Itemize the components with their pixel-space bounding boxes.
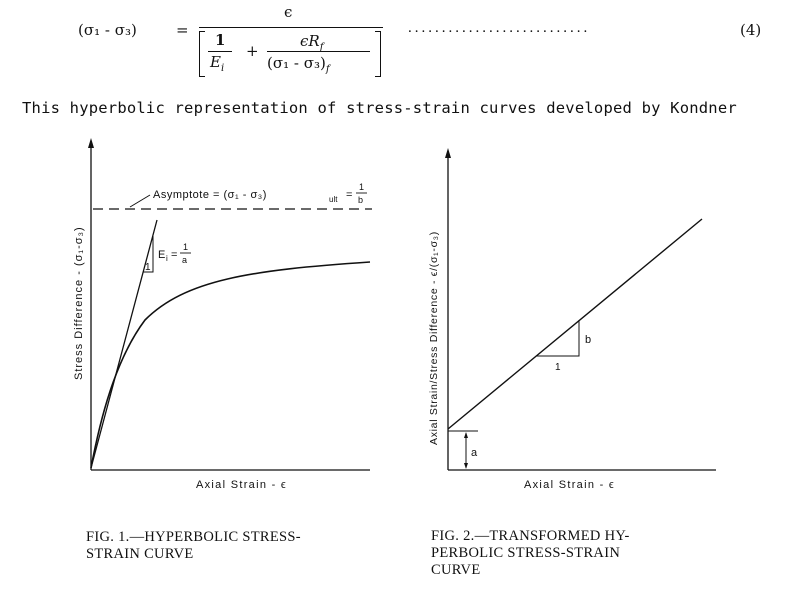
equation-left-bracket	[199, 31, 205, 77]
fig2-slope-triangle	[536, 320, 580, 357]
fig1-x-label: Axial Strain - ϵ	[196, 479, 287, 491]
equation-term1-bar	[208, 51, 232, 52]
equation-lhs: (σ₁ - σ₃)	[78, 21, 137, 39]
fig1-tangent-line	[90, 219, 158, 469]
fig1-asymptote-leader	[129, 194, 151, 208]
fig1-slope-sub: i	[166, 254, 168, 263]
fig1-slope-triangle	[143, 236, 154, 273]
fig1-hyperbolic-curve	[90, 261, 371, 469]
fig2-intercept-arrow-top	[464, 432, 468, 438]
fig2-transformed-line	[447, 218, 703, 430]
fig1-slope-frac-den: a	[182, 255, 187, 265]
fig2-run-label: 1	[555, 362, 561, 373]
fig2-intercept-label: a	[471, 447, 478, 459]
fig1-slope-run-label: 1	[145, 262, 151, 273]
fig1-asymptote-label: Asymptote = (σ₁ - σ₃)	[153, 189, 267, 201]
fig1-y-label: Stress Difference - (σ₁-σ₃)	[73, 226, 85, 380]
fig1-slope-eq: =	[171, 249, 177, 261]
equation-number: (4)	[740, 21, 762, 39]
equation-numerator: ϵ	[284, 3, 293, 21]
fig1-caption: FIG. 1.—HYPERBOLIC STRESS- STRAIN CURVE	[86, 529, 301, 562]
fig1-asymptote-eq: =	[346, 189, 352, 201]
fig2-y-label: Axial Strain/Stress Difference - ϵ/(σ₁-σ…	[428, 231, 440, 445]
fig1-asymptote-frac-num: 1	[359, 182, 364, 192]
equation-fraction-bar	[199, 27, 383, 28]
fig2-caption: FIG. 2.—TRANSFORMED HY- PERBOLIC STRESS-…	[431, 528, 630, 578]
equation-right-bracket	[375, 31, 381, 77]
fig2-intercept-arrow-bottom	[464, 463, 468, 469]
equation-term2-denominator: (σ₁ - σ₃)f	[267, 54, 330, 75]
body-text-line: This hyperbolic representation of stress…	[22, 99, 737, 117]
fig1-asymptote-frac-den: b	[358, 195, 363, 205]
fig1-slope-label: E	[158, 249, 165, 261]
equation-term2-bar	[267, 51, 370, 52]
equation-term1-numerator: 1	[215, 31, 226, 49]
fig1-slope-frac-num: 1	[183, 242, 188, 252]
equation-equals: =	[176, 21, 189, 39]
equation-term2-numerator: ϵRf	[300, 32, 324, 53]
fig1-y-axis-arrow	[88, 138, 94, 148]
equation-plus: +	[246, 42, 259, 60]
equation-4: (σ₁ - σ₃) = ϵ 1 Ei + ϵRf (σ₁ - σ₃)f ....…	[0, 0, 808, 90]
fig1-asymptote-sub: ult	[329, 195, 338, 204]
equation-leader-dots: ...........................	[408, 20, 591, 36]
fig2-x-label: Axial Strain - ϵ	[524, 479, 615, 491]
fig2-rise-label: b	[585, 334, 591, 346]
equation-term1-denominator: Ei	[210, 53, 225, 74]
fig2-y-axis-arrow	[445, 148, 451, 158]
